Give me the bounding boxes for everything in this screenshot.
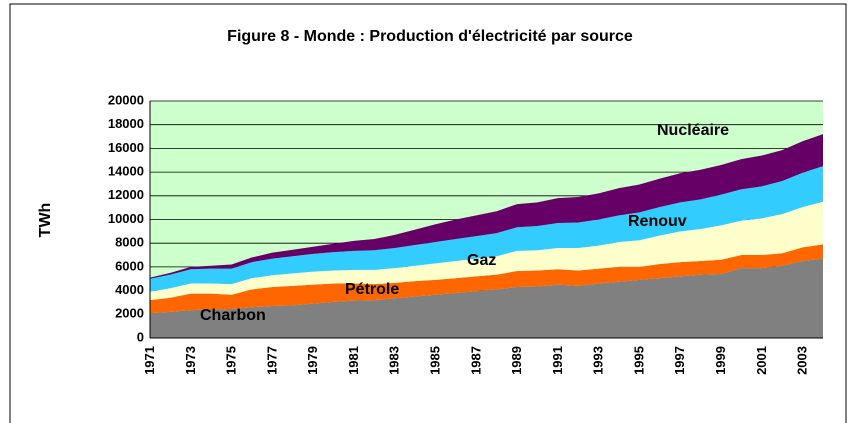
x-tick-label: 1989: [509, 346, 524, 375]
x-tick-label: 1987: [468, 346, 483, 375]
y-tick-label: 14000: [108, 164, 144, 179]
x-tick-label: 1977: [264, 346, 279, 375]
chart-title: Figure 8 - Monde : Production d'électric…: [227, 28, 633, 45]
y-tick-label: 20000: [108, 92, 144, 107]
y-tick-label: 8000: [115, 235, 144, 250]
x-tick-label: 2003: [795, 346, 810, 375]
series-label: Nucléaire: [657, 122, 729, 139]
y-tick-label: 4000: [115, 282, 144, 297]
area: [150, 201, 823, 301]
x-tick-label: 1999: [713, 346, 728, 375]
y-axis-label: TWh: [37, 203, 54, 238]
series-label: Charbon: [200, 307, 266, 324]
x-tick-label: 1997: [672, 346, 687, 375]
y-tick-label: 6000: [115, 258, 144, 273]
y-tick-label: 10000: [108, 211, 144, 226]
area: [150, 166, 823, 292]
x-tick-label: 1983: [387, 346, 402, 375]
series-label: Renouv: [628, 213, 687, 230]
series-label: Pétrole: [345, 281, 399, 298]
area: [150, 244, 823, 314]
series-label: Gaz: [467, 252, 496, 269]
area: [150, 258, 823, 338]
x-tick-label: 1993: [591, 346, 606, 375]
x-tick-label: 2001: [754, 346, 769, 375]
x-tick-label: 1991: [550, 346, 565, 375]
y-tick-label: 2000: [115, 306, 144, 321]
y-tick-label: 0: [137, 329, 144, 344]
x-tick-label: 1973: [183, 346, 198, 375]
y-tick-label: 12000: [108, 187, 144, 202]
x-tick-label: 1995: [631, 346, 646, 375]
x-tick-label: 1979: [305, 346, 320, 375]
x-tick-label: 1981: [346, 346, 361, 375]
x-tick-label: 1985: [428, 346, 443, 375]
y-tick-label: 16000: [108, 140, 144, 155]
x-tick-label: 1975: [224, 346, 239, 375]
x-tick-label: 1971: [142, 346, 157, 375]
y-tick-label: 18000: [108, 116, 144, 131]
